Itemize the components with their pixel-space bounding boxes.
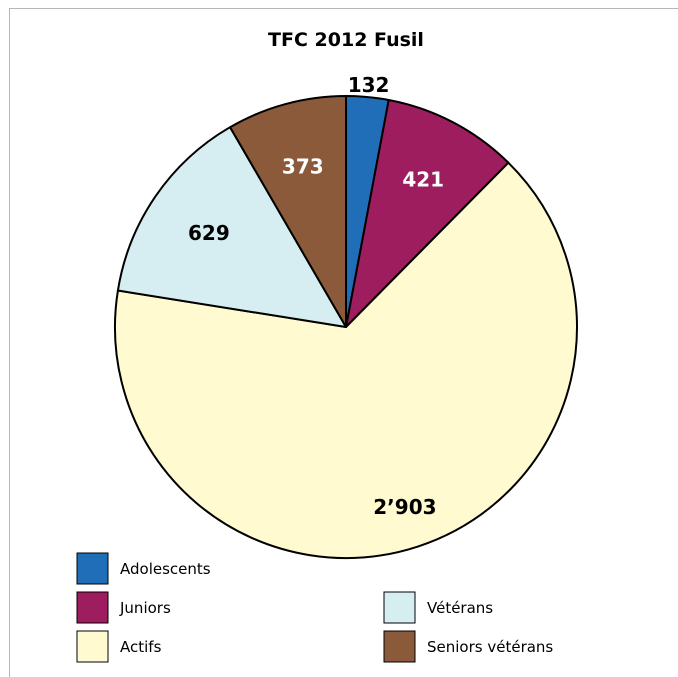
- pie-slices: [114, 95, 578, 559]
- legend-item-adolescents: Adolescents: [76, 552, 211, 585]
- pie-slice-seniors-veterans: [229, 95, 347, 328]
- legend-item-veterans: Vétérans: [383, 591, 493, 624]
- legend-label-adolescents: Adolescents: [120, 560, 211, 578]
- legend-swatch-veterans: [383, 591, 416, 624]
- data-label-adolescents: 132: [348, 73, 390, 97]
- chart-title: TFC 2012 Fusil: [268, 29, 424, 51]
- legend-label-veterans: Vétérans: [427, 599, 493, 617]
- chart-legend: Adolescents Juniors Vétérans Actifs Seniors …: [76, 552, 553, 663]
- data-label-actifs: 2’903: [373, 495, 436, 519]
- legend-swatch-adolescents: [76, 552, 109, 585]
- legend-swatch-juniors: [76, 591, 109, 624]
- legend-swatch-actifs: [76, 630, 109, 663]
- frame-border-top: [9, 8, 678, 9]
- pie-data-labels: 132 421 2’903 629 373: [188, 73, 444, 519]
- data-label-seniors-veterans: 373: [282, 154, 324, 178]
- legend-item-seniors-veterans: Seniors vétérans: [383, 630, 553, 663]
- pie-slice-actifs: [114, 161, 578, 559]
- pie-slice-veterans: [116, 126, 347, 328]
- legend-item-actifs: Actifs: [76, 630, 162, 663]
- data-label-veterans: 629: [188, 221, 230, 245]
- legend-label-juniors: Juniors: [119, 599, 171, 617]
- legend-item-juniors: Juniors: [76, 591, 171, 624]
- legend-swatch-seniors-veterans: [383, 630, 416, 663]
- data-label-juniors: 421: [402, 168, 444, 192]
- pie-slice-juniors: [345, 98, 510, 328]
- legend-label-seniors-veterans: Seniors vétérans: [427, 638, 553, 656]
- frame-border-left: [9, 8, 10, 677]
- legend-label-actifs: Actifs: [120, 638, 162, 656]
